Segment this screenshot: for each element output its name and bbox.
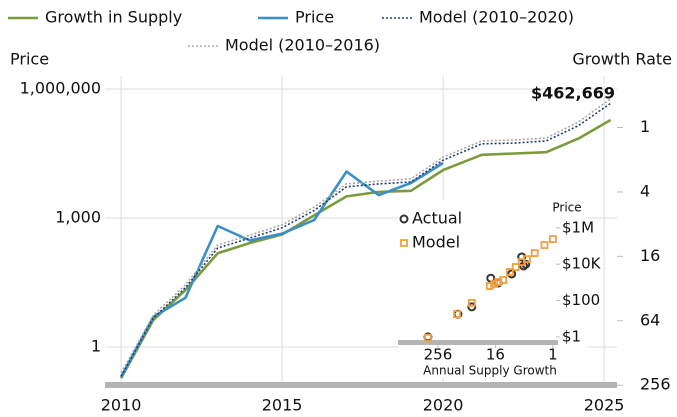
inset-y-axis-title: Price — [552, 201, 581, 215]
y2-tick-label: 64 — [640, 310, 660, 329]
point — [490, 280, 499, 288]
lines — [119, 98, 612, 379]
legend-label: Model (2010–2016) — [225, 36, 380, 55]
point — [530, 249, 539, 257]
inset-y-tick-label: $1 — [562, 327, 581, 345]
point — [453, 310, 461, 319]
point — [523, 255, 531, 264]
legend-swatch — [400, 239, 408, 247]
x-tick-label: 2020 — [423, 396, 464, 415]
legend-label: Actual — [412, 209, 462, 228]
series-line — [120, 102, 612, 377]
point — [485, 282, 494, 290]
x-tick-label: 2010 — [101, 396, 142, 415]
inset-y-tick-label: $100 — [562, 291, 600, 309]
point — [499, 276, 508, 284]
x-axis-bar — [105, 382, 617, 388]
series-line — [119, 118, 612, 379]
point — [505, 268, 514, 276]
inset-x-tick-label: 16 — [486, 346, 505, 364]
series-line — [120, 98, 612, 374]
inset-x-tick-label: 1 — [548, 346, 558, 364]
series-line — [119, 161, 444, 378]
y-tick-label: 1 — [91, 336, 101, 355]
inset-x-tick-label: 256 — [424, 346, 453, 364]
inset: $1 $100 $10K $1M 256 16 1 Actual Model — [399, 209, 602, 364]
x-tick-label: 2015 — [262, 396, 303, 415]
x-tick-label: 2025 — [584, 396, 625, 415]
y2-tick-label: 256 — [640, 375, 671, 394]
y2-tick-label: 1 — [640, 117, 650, 136]
point — [511, 263, 520, 271]
y2-axis-title: Growth Rate — [572, 50, 672, 69]
point — [467, 302, 477, 312]
point — [467, 299, 476, 307]
legend-swatch — [399, 214, 409, 224]
inset-y-tick-label: $1M — [562, 218, 594, 236]
point — [521, 259, 531, 269]
annotation: $462,669 — [531, 84, 615, 103]
point — [424, 333, 432, 342]
legend-label: Model — [412, 233, 460, 252]
y-tick-label: 1,000 — [55, 207, 101, 226]
y2-tick-label: 16 — [640, 246, 660, 265]
point — [494, 278, 503, 286]
point — [507, 269, 517, 279]
point — [548, 235, 557, 243]
legend-label: Price — [295, 8, 334, 27]
y-tick-label: 1,000,000 — [20, 78, 101, 97]
y2-tick-label: 4 — [640, 181, 650, 200]
inset-x-axis-bar — [398, 340, 558, 345]
inset-x-axis-title: Annual Supply Growth — [423, 364, 557, 378]
y-axis-title: Price — [10, 50, 49, 69]
legend-label: Model (2010–2020) — [419, 8, 574, 27]
point — [540, 241, 549, 249]
inset-y-tick-label: $10K — [562, 255, 602, 273]
legend-label: Growth in Supply — [45, 8, 182, 27]
